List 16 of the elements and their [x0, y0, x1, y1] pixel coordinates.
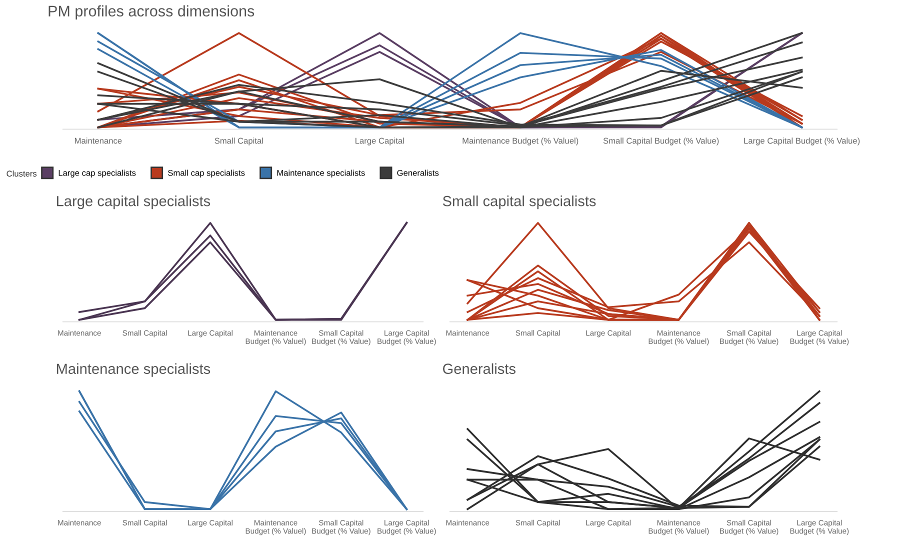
legend-label: Large cap specialists [58, 170, 136, 178]
chart-title: Large capital specialists [56, 196, 210, 210]
x-tick-label: Large Capital [356, 138, 404, 146]
chart-title: Maintenance specialists [56, 363, 210, 377]
legend-label: Maintenance specialists [277, 170, 365, 178]
x-tick-label: Large Capital Budget (% Value) [744, 138, 860, 146]
x-tick-label: Small Capital Budget (% Value) [603, 138, 719, 146]
x-tick-label: Maintenance Budget (% Valuel) [462, 138, 578, 146]
legend-label: Small cap specialists [168, 170, 245, 178]
chart-title: Generalists [442, 363, 516, 374]
x-tick-label: Small Capital [214, 138, 263, 146]
chart-title: Small capital specialists [442, 196, 596, 210]
legend-title: Clusters [6, 170, 37, 177]
chart-title: PM profiles across dimensions [48, 5, 254, 20]
x-tick-label: Maintenance [75, 138, 122, 144]
legend-label: Generalists [397, 170, 439, 176]
